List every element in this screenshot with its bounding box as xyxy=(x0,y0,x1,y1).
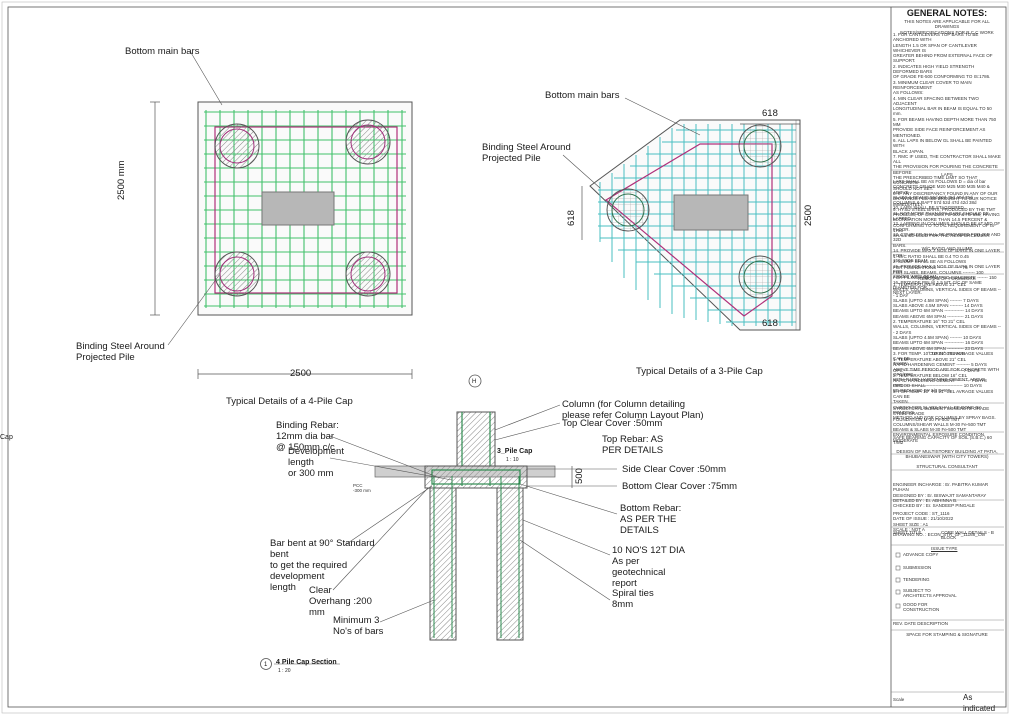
three-pile-title: Typical Details of a 3-Pile Cap xyxy=(636,366,763,377)
section-development-label: Development length or 300 mm xyxy=(288,446,344,479)
section-minimum-bars-label: Minimum 3 No's of bars xyxy=(333,615,384,637)
three-pile-dim-right: 2500 xyxy=(803,204,814,226)
section-depth-dim: 500 xyxy=(574,468,585,484)
section-pcc-label: PCC -300 mm xyxy=(353,483,371,494)
notes-heading: GENERAL NOTES: xyxy=(906,8,988,18)
revision-header: REV. DATE DESCRIPTION xyxy=(893,621,949,626)
section-top-cover-label: Top Clear Cover :50mm xyxy=(562,418,663,429)
curing-notes: 1. TEMPERATURE ABOVE 21° CEL RAPID HARDE… xyxy=(893,357,996,421)
issue-2: SUBMISSION xyxy=(903,565,932,570)
left-edge-label: Cap xyxy=(0,434,13,441)
section-marker-circle xyxy=(468,374,482,388)
three-pile-dim-bottom: 618 xyxy=(762,318,778,329)
general-notes-panel: GENERAL NOTES: THIS NOTES ARE APPLICABLE… xyxy=(891,8,1003,713)
section-side-cover-label: Side Clear Cover :50mm xyxy=(622,464,727,475)
section-title: 4 Pile Cap Section xyxy=(276,659,337,666)
three-pile-plan xyxy=(562,97,801,331)
section-top-rebar-label: Top Rebar: AS PER DETAILS xyxy=(602,434,664,456)
section-bottom-rebar-label: Bottom Rebar: AS PER THE DETAILS xyxy=(620,503,682,536)
section-title-circle xyxy=(260,658,272,670)
three-pile-dim-top: 618 xyxy=(762,108,778,119)
project-name: DESIGN OF MULTISTOREY BUILDING AT PATIA,… xyxy=(896,449,998,460)
four-pile-piles xyxy=(214,119,391,297)
sheet-title: CORE WALL DETAILS - B BLOCK xyxy=(941,530,994,541)
three-pile-dim-left: 618 xyxy=(566,210,577,226)
four-pile-column xyxy=(261,191,335,226)
people-list: ENGINEER INCHARGE : Er. PABITRA KUMAR PU… xyxy=(893,482,989,509)
notes-intro: THIS NOTES ARE APPLICABLE FOR ALL DRAWIN… xyxy=(900,19,994,35)
section-bent-label: Bar bent at 90° Standard bent to get the… xyxy=(270,538,375,593)
three-pile-column xyxy=(673,194,749,231)
issue-5: GOOD FOR CONSTRUCTION xyxy=(903,602,940,613)
removal-notes: 1. TEMPERATURE ABOVE 21° CEL WALLS, COLU… xyxy=(893,282,1001,393)
laps-table: LAPS SHALL BE AS FOLLOWS D = dia of bar … xyxy=(893,179,1001,296)
consultant-label: STRUCTURAL CONSULTANT xyxy=(916,464,978,469)
four-pile-plan xyxy=(150,50,413,379)
scale-value: As indicated xyxy=(963,693,996,713)
wc-notes: 1. W/C RATIO SHALL BE 0.4 TO 0.45 2. SLU… xyxy=(893,254,997,281)
issue-heading: ISSUE TYPE xyxy=(931,546,958,551)
three-pile-piles xyxy=(606,124,782,299)
section-binding-rebar-label: Binding Rebar: 12mm dia bar @ 150mm c/c xyxy=(276,420,339,453)
four-pile-dim-vertical: 2500 mm xyxy=(116,160,127,200)
three-pile-binding-label: Binding Steel Around Projected Pile xyxy=(482,142,571,164)
notes-dividers xyxy=(891,169,1004,693)
scale-label: Scale xyxy=(893,697,905,702)
section-cap-label: 3_Pile Cap xyxy=(497,448,533,455)
curing-heading: CURING PERIOD xyxy=(928,351,966,356)
issue-1: ADVANCE COPY xyxy=(903,552,939,557)
notes-body: 1. FOR CANTILEVERS TOP BARS TO BE ANCHOR… xyxy=(893,32,1001,239)
four-pile-bottom-bars-label: Bottom main bars xyxy=(125,46,200,57)
grade-table: STRUCTURAL ELEMENT CONCRETE GRADE STEEL … xyxy=(893,406,990,443)
four-pile-binding-label: Binding Steel Around Projected Pile xyxy=(76,341,165,363)
section-spiral-label: Spiral ties 8mm xyxy=(612,588,654,610)
section-cap-scale: 1 : 10 xyxy=(506,457,519,463)
three-pile-bottom-bars-label: Bottom main bars xyxy=(545,90,620,101)
four-pile-title: Typical Details of a 4-Pile Cap xyxy=(226,396,353,407)
section-overhang-label: Clear Overhang :200 mm xyxy=(309,585,372,618)
project-codes: PROJECT CODE : ST_1116 DATE OF ISSUE : 2… xyxy=(893,511,986,538)
wc-heading: W/C RATIO AND SLUMP xyxy=(921,246,973,251)
four-pile-dim-horizontal: 2500 xyxy=(290,368,312,379)
section-marker: H xyxy=(472,379,477,385)
section-view xyxy=(260,374,618,670)
issue-3: TENDERING xyxy=(903,577,930,582)
laps-heading: LAPS xyxy=(941,172,953,177)
sheet-title-label: SHEET TITLE xyxy=(893,530,922,535)
issue-checkboxes xyxy=(895,552,901,609)
inner-border xyxy=(7,6,1007,708)
stamp-space-label: SPACE FOR STAMPING & SIGNATURE xyxy=(906,632,988,637)
section-title-scale: 1 : 20 xyxy=(278,668,291,674)
section-bottom-cover-label: Bottom Clear Cover :75mm xyxy=(622,481,738,492)
section-column-label: Column (for Column detailing please refe… xyxy=(562,399,704,421)
section-pile-bars-label: 10 NO'S 12T DIA As per geotechnical repo… xyxy=(612,545,685,589)
sbc-note: SAFE BEARING CAPACITY OF SOIL (S.B.C.) 6… xyxy=(893,435,992,446)
removal-heading: REMOVAL OF FORMWORK xyxy=(918,276,976,281)
issue-4: SUBJECT TO ARCHITECTS APPROVAL xyxy=(903,588,957,599)
section-title-number: 1 xyxy=(264,662,268,668)
